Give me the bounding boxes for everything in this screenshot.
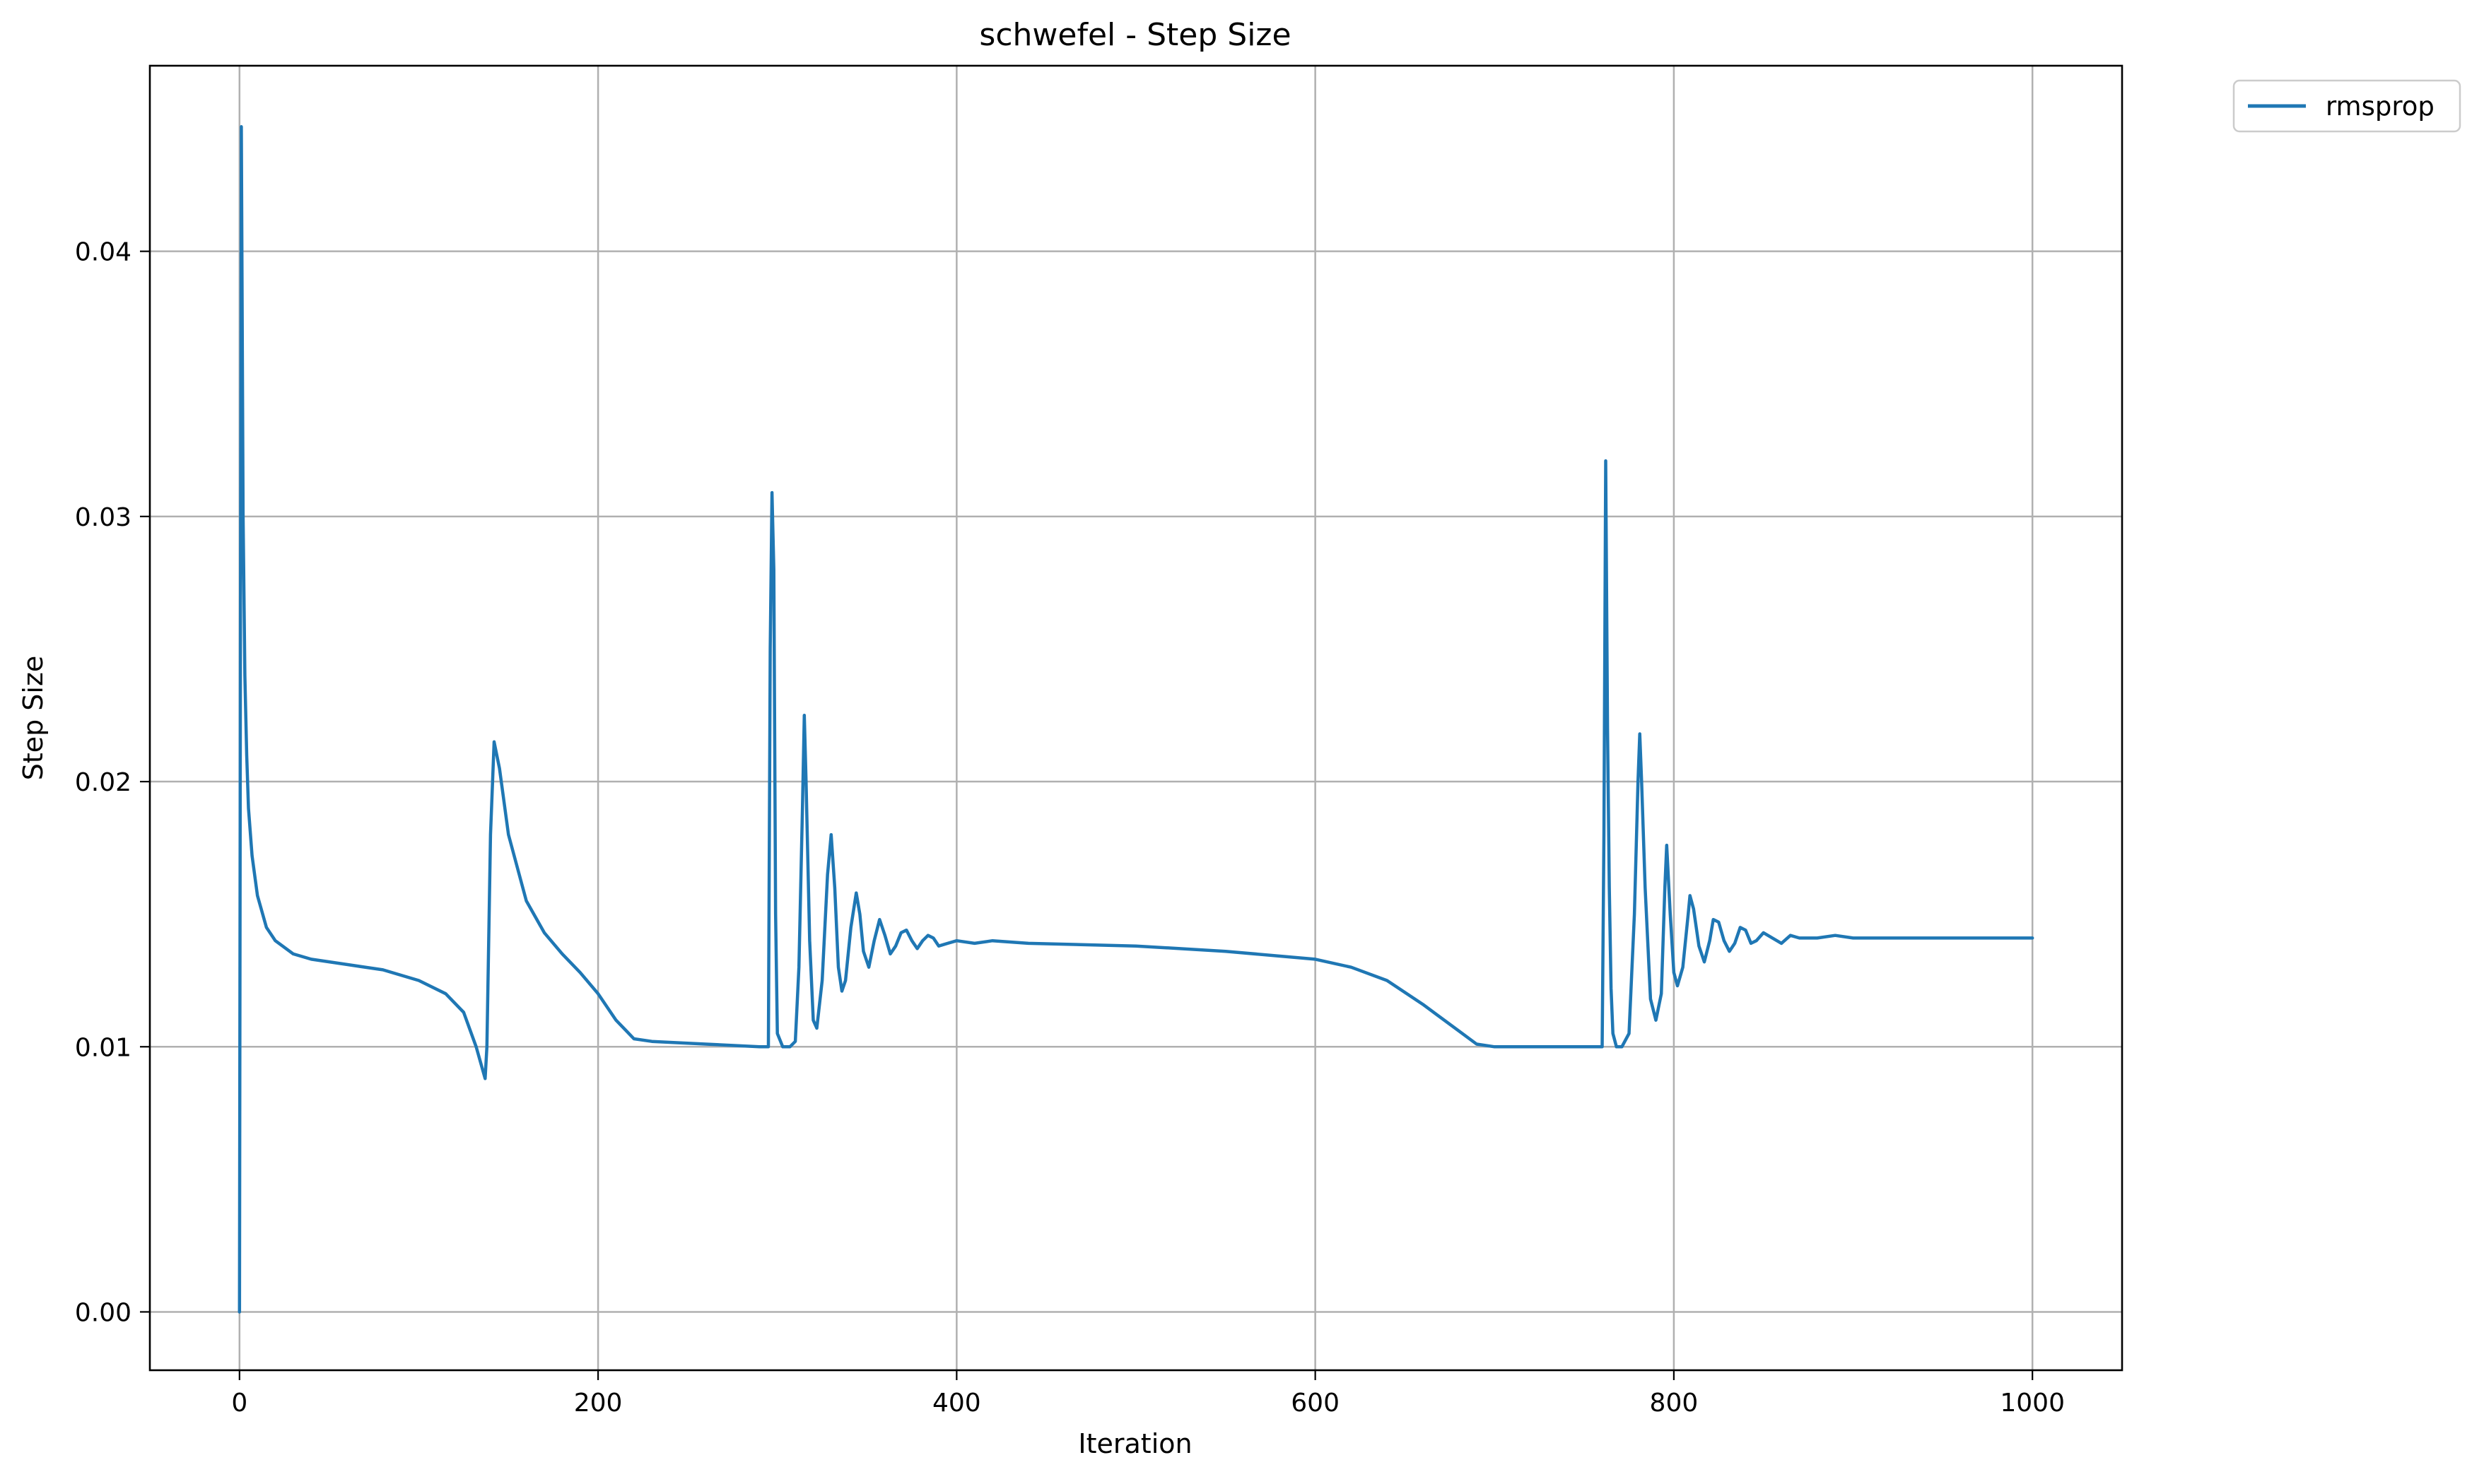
x-tick-label: 800 [1650, 1389, 1699, 1418]
y-axis: 0.00 0.01 0.02 0.03 0.04 [75, 238, 150, 1327]
y-gridlines [150, 250, 2122, 1313]
legend-label-rmsprop: rmsprop [2326, 91, 2435, 122]
series-layer [238, 125, 2034, 1314]
series-line-rmsprop [238, 125, 2034, 1314]
y-tick-label: 0.01 [75, 1033, 131, 1062]
y-axis-label: Step Size [18, 656, 49, 781]
y-tick-label: 0.03 [75, 503, 131, 532]
x-tick-label: 0 [231, 1389, 247, 1418]
x-axis-label: Iteration [1078, 1428, 1192, 1459]
y-tick-label: 0.02 [75, 768, 131, 797]
chart-title: schwefel - Step Size [979, 17, 1291, 53]
plot-background [150, 66, 2122, 1370]
x-tick-label: 600 [1291, 1389, 1340, 1418]
legend: rmsprop [2232, 79, 2461, 133]
x-tick-label: 1000 [2000, 1389, 2065, 1418]
y-tick-label: 0.04 [75, 238, 131, 267]
plot-area [148, 64, 2123, 1372]
y-tick-label: 0.00 [75, 1298, 131, 1327]
x-tick-label: 200 [574, 1389, 623, 1418]
axes-frame [148, 64, 2123, 1372]
legend-box [2232, 79, 2461, 133]
x-axis: 0 200 400 600 800 1000 [231, 1370, 2065, 1418]
x-tick-label: 400 [932, 1389, 981, 1418]
